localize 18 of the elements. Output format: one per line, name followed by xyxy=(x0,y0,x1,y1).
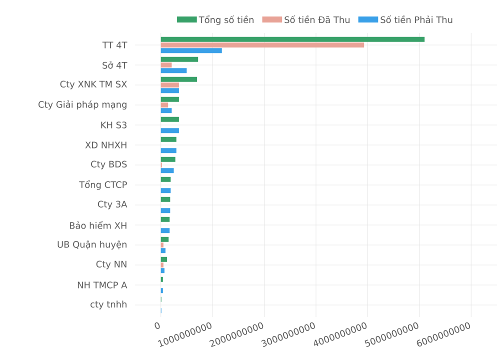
y-tick-label: NH TMCP A xyxy=(78,282,128,288)
y-tick-label: Tổng CTCP xyxy=(79,180,127,190)
y-tick-label: Cty BDS xyxy=(91,160,127,170)
x-tick-label: 0 xyxy=(154,322,160,330)
y-tick-label: Cty 3A xyxy=(98,200,128,210)
y-tick-label: KH S3 xyxy=(101,122,127,128)
legend-label: Số tiền Đã Thu xyxy=(284,15,350,24)
y-tick-label: UB Quận huyện xyxy=(58,240,126,250)
y-tick-label: cty tnhh xyxy=(90,300,126,310)
legend-label: Số tiền Phải Thu xyxy=(380,15,452,24)
y-tick-label: TT 4T xyxy=(102,42,128,48)
y-tick-label: Sở 4T xyxy=(102,61,128,69)
y-tick-label: Cty XNK TM SX xyxy=(60,80,127,90)
y-tick-label: Bảo hiểm XH xyxy=(70,221,126,229)
y-tick-label: Cty NN xyxy=(96,260,126,270)
legend-label: Tổng số tiền xyxy=(198,15,254,25)
y-tick-label: Cty Giải pháp mạng xyxy=(38,100,126,110)
y-tick-label: XD NHXH xyxy=(85,142,126,148)
